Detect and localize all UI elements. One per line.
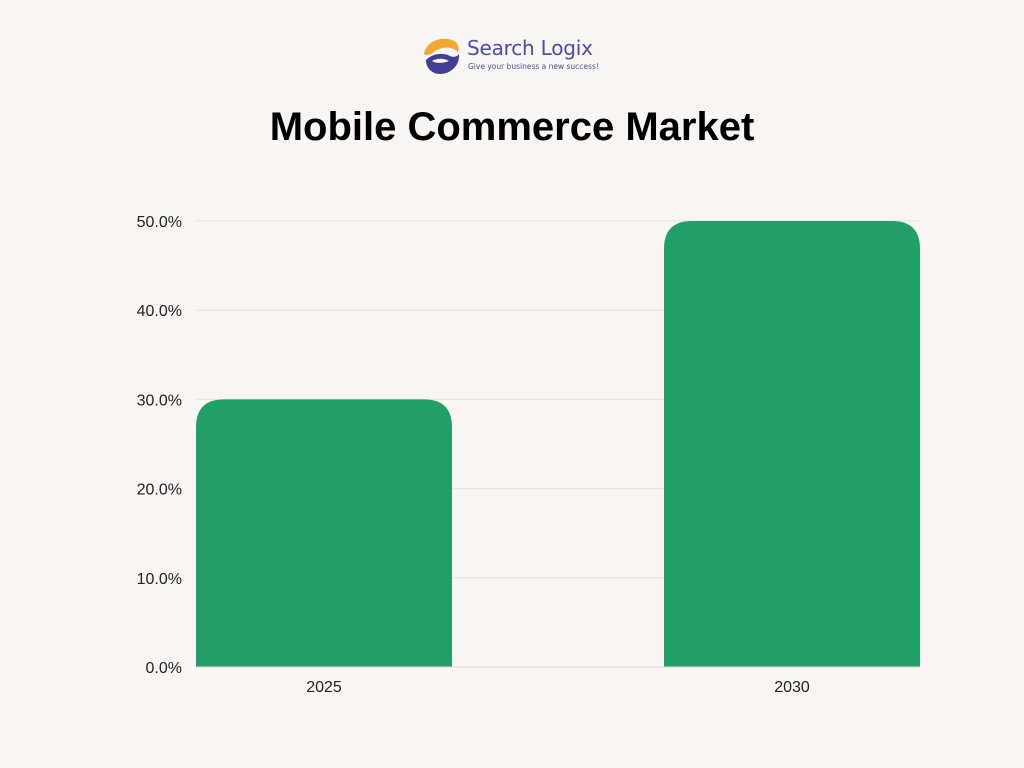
brand-tagline: Give your business a new success! bbox=[468, 62, 599, 71]
y-tick-label: 30.0% bbox=[137, 392, 182, 409]
swirl-logo-icon bbox=[422, 36, 460, 74]
y-tick-label: 20.0% bbox=[137, 482, 182, 499]
y-tick-label: 10.0% bbox=[137, 571, 182, 588]
y-tick-label: 40.0% bbox=[137, 303, 182, 320]
bar-2030 bbox=[664, 221, 920, 667]
y-tick-label: 50.0% bbox=[137, 214, 182, 231]
tick-labels: 0.0% 10.0% 20.0% 30.0% 40.0% 50.0% 2025 2030 bbox=[137, 214, 810, 696]
bars bbox=[196, 221, 920, 667]
bar-2025 bbox=[196, 399, 452, 667]
y-tick-label: 0.0% bbox=[146, 660, 182, 677]
chart-title: Mobile Commerce Market bbox=[269, 105, 755, 149]
x-tick-label: 2030 bbox=[774, 679, 810, 696]
x-tick-label: 2025 bbox=[306, 679, 342, 696]
brand-name: Search Logix bbox=[467, 36, 593, 60]
brand-logo: Search Logix Give your business a new su… bbox=[420, 34, 620, 78]
